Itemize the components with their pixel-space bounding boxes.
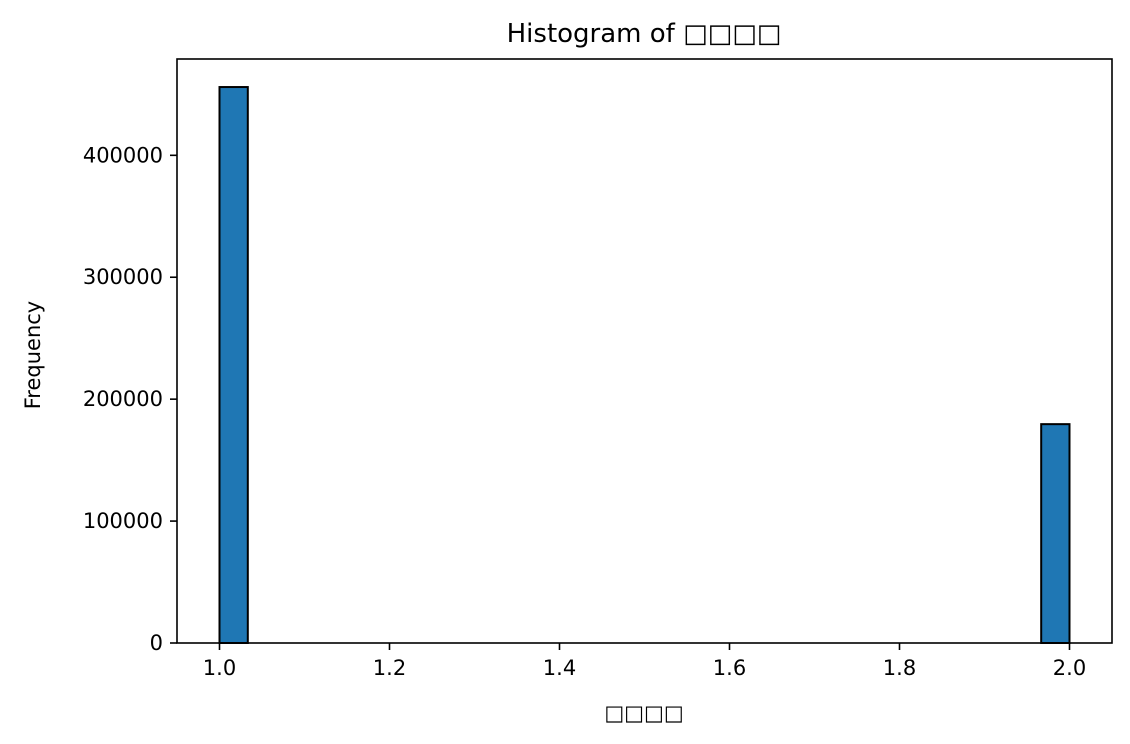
- x-tick-label: 1.4: [543, 656, 576, 680]
- x-tick-label: 1.8: [883, 656, 916, 680]
- x-tick-label: 1.0: [203, 656, 236, 680]
- histogram-bar-1: [218, 86, 249, 645]
- x-tick-label: 1.2: [373, 656, 406, 680]
- x-axis-label: □□□□: [604, 701, 683, 725]
- y-axis-label: Frequency: [21, 301, 45, 410]
- y-tick-label: 300000: [83, 265, 163, 289]
- plot-frame: [176, 58, 1113, 644]
- axes-layer: 1.0 1.2 1.4 1.6 1.8 2.0 0 100000 200000 300000 400…: [83, 58, 1113, 680]
- y-tick-label: 0: [150, 631, 163, 655]
- y-tick-label: 400000: [83, 143, 163, 167]
- x-tick-label: 2.0: [1053, 656, 1086, 680]
- y-tick-label: 200000: [83, 387, 163, 411]
- bars-layer: [218, 86, 1071, 645]
- y-tick-label: 100000: [83, 509, 163, 533]
- histogram-bar-2: [1040, 423, 1071, 644]
- x-tick-label: 1.6: [713, 656, 746, 680]
- chart-title: Histogram of □□□□: [507, 19, 782, 49]
